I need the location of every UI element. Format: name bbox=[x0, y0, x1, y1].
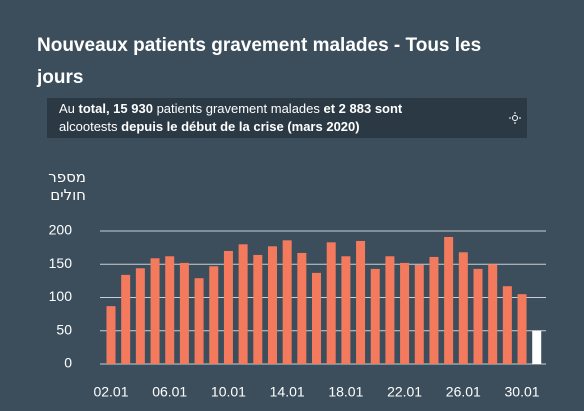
bar bbox=[370, 268, 380, 364]
bar bbox=[165, 256, 175, 364]
bar bbox=[312, 272, 322, 364]
bar bbox=[444, 236, 454, 364]
y-tick-label: 150 bbox=[49, 255, 73, 271]
subtitle-text: patients gravement malades bbox=[152, 101, 324, 116]
bar bbox=[121, 274, 131, 364]
bar bbox=[267, 246, 277, 364]
bar bbox=[238, 244, 248, 364]
x-tick-label: 30.01 bbox=[505, 384, 540, 400]
bar bbox=[385, 256, 395, 364]
subtitle-text: alcootests bbox=[59, 119, 122, 134]
bar bbox=[356, 240, 366, 364]
bar bbox=[150, 258, 160, 364]
bar bbox=[106, 306, 116, 364]
bar bbox=[532, 330, 542, 364]
bar bbox=[253, 254, 263, 364]
y-tick-label: 200 bbox=[49, 222, 73, 238]
subtitle-box: Au total, 15 930 patients gravement mala… bbox=[47, 98, 527, 138]
bar bbox=[429, 256, 439, 364]
subtitle-text: Au bbox=[59, 101, 79, 116]
y-tick-label: 0 bbox=[64, 355, 72, 371]
x-tick-label: 06.01 bbox=[152, 384, 187, 400]
y-axis-label: מספר חולים bbox=[48, 168, 86, 204]
bar bbox=[179, 262, 189, 364]
bar bbox=[414, 264, 424, 364]
bar bbox=[400, 262, 410, 364]
bar bbox=[326, 242, 336, 364]
subtitle-text: et 2 883 sont bbox=[323, 101, 403, 116]
x-tick-label: 14.01 bbox=[270, 384, 305, 400]
x-tick-label: 02.01 bbox=[93, 384, 128, 400]
subtitle-line: Au total, 15 930 patients gravement mala… bbox=[59, 100, 527, 118]
info-icon bbox=[509, 112, 521, 124]
subtitle-text: total, 15 930 bbox=[78, 101, 153, 116]
bar bbox=[502, 286, 512, 364]
bar bbox=[282, 240, 292, 364]
x-tick-label: 26.01 bbox=[446, 384, 481, 400]
y-tick-label: 50 bbox=[56, 321, 72, 337]
bar bbox=[194, 278, 204, 364]
x-tick-label: 10.01 bbox=[211, 384, 246, 400]
x-tick-label: 22.01 bbox=[387, 384, 422, 400]
subtitle-text: depuis le début de la crise (mars 2020) bbox=[121, 119, 360, 134]
bar bbox=[209, 266, 219, 364]
y-tick-label: 100 bbox=[49, 288, 73, 304]
bar bbox=[488, 264, 498, 364]
bar bbox=[297, 252, 307, 364]
bar bbox=[517, 294, 527, 364]
chart-title: Nouveaux patients gravement malades - To… bbox=[37, 35, 482, 88]
bar bbox=[135, 268, 145, 364]
bar bbox=[341, 256, 351, 364]
bar bbox=[458, 252, 468, 364]
subtitle-line: alcootests depuis le début de la crise (… bbox=[59, 118, 527, 136]
bar bbox=[473, 268, 483, 364]
bar bbox=[223, 250, 233, 364]
x-tick-label: 18.01 bbox=[328, 384, 363, 400]
